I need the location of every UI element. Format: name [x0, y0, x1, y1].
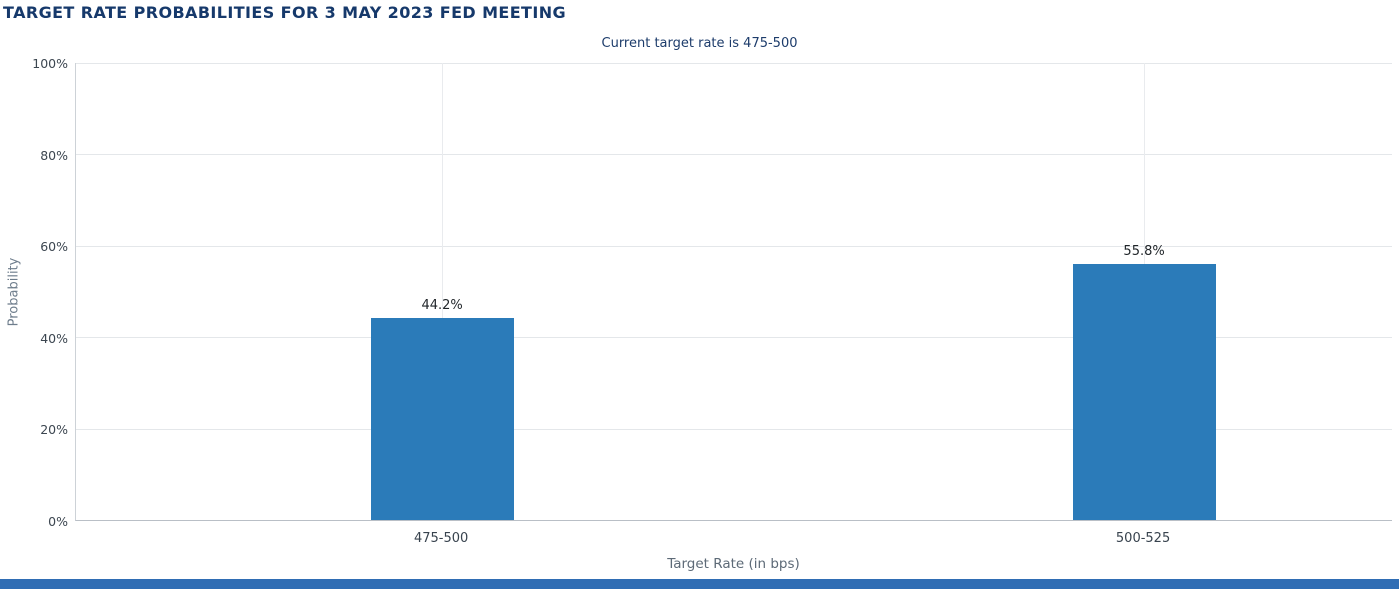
horizontal-gridline [76, 154, 1392, 156]
x-tick-label: 500-525 [1115, 531, 1171, 546]
vertical-gridline [441, 63, 443, 520]
y-tick-label: 0% [48, 514, 68, 529]
bar-value-label: 55.8% [1123, 244, 1165, 260]
horizontal-gridline [76, 62, 1392, 64]
footer-bar [0, 579, 1399, 589]
plot-area: 44.2% 55.8% [75, 62, 1392, 521]
horizontal-gridline [76, 337, 1392, 339]
chart-subtitle: Current target rate is 475-500 [601, 36, 798, 51]
y-tick-label: 40% [40, 330, 68, 346]
horizontal-gridline [76, 428, 1392, 430]
y-tick-label: 80% [40, 147, 68, 163]
y-axis-title: Probability [6, 257, 22, 327]
probability-bar-475-500[interactable] [370, 317, 514, 520]
x-axis-title: Target Rate (in bps) [667, 556, 800, 572]
y-tick-label: 60% [40, 239, 68, 255]
horizontal-gridline [76, 245, 1392, 247]
chart-title: TARGET RATE PROBABILITIES FOR 3 MAY 2023… [3, 3, 567, 22]
bar-value-label: 44.2% [421, 297, 463, 313]
y-tick-label: 100% [32, 56, 68, 71]
x-tick-label: 475-500 [413, 531, 469, 546]
y-tick-label: 20% [40, 422, 68, 438]
probability-bar-500-525[interactable] [1072, 264, 1216, 520]
